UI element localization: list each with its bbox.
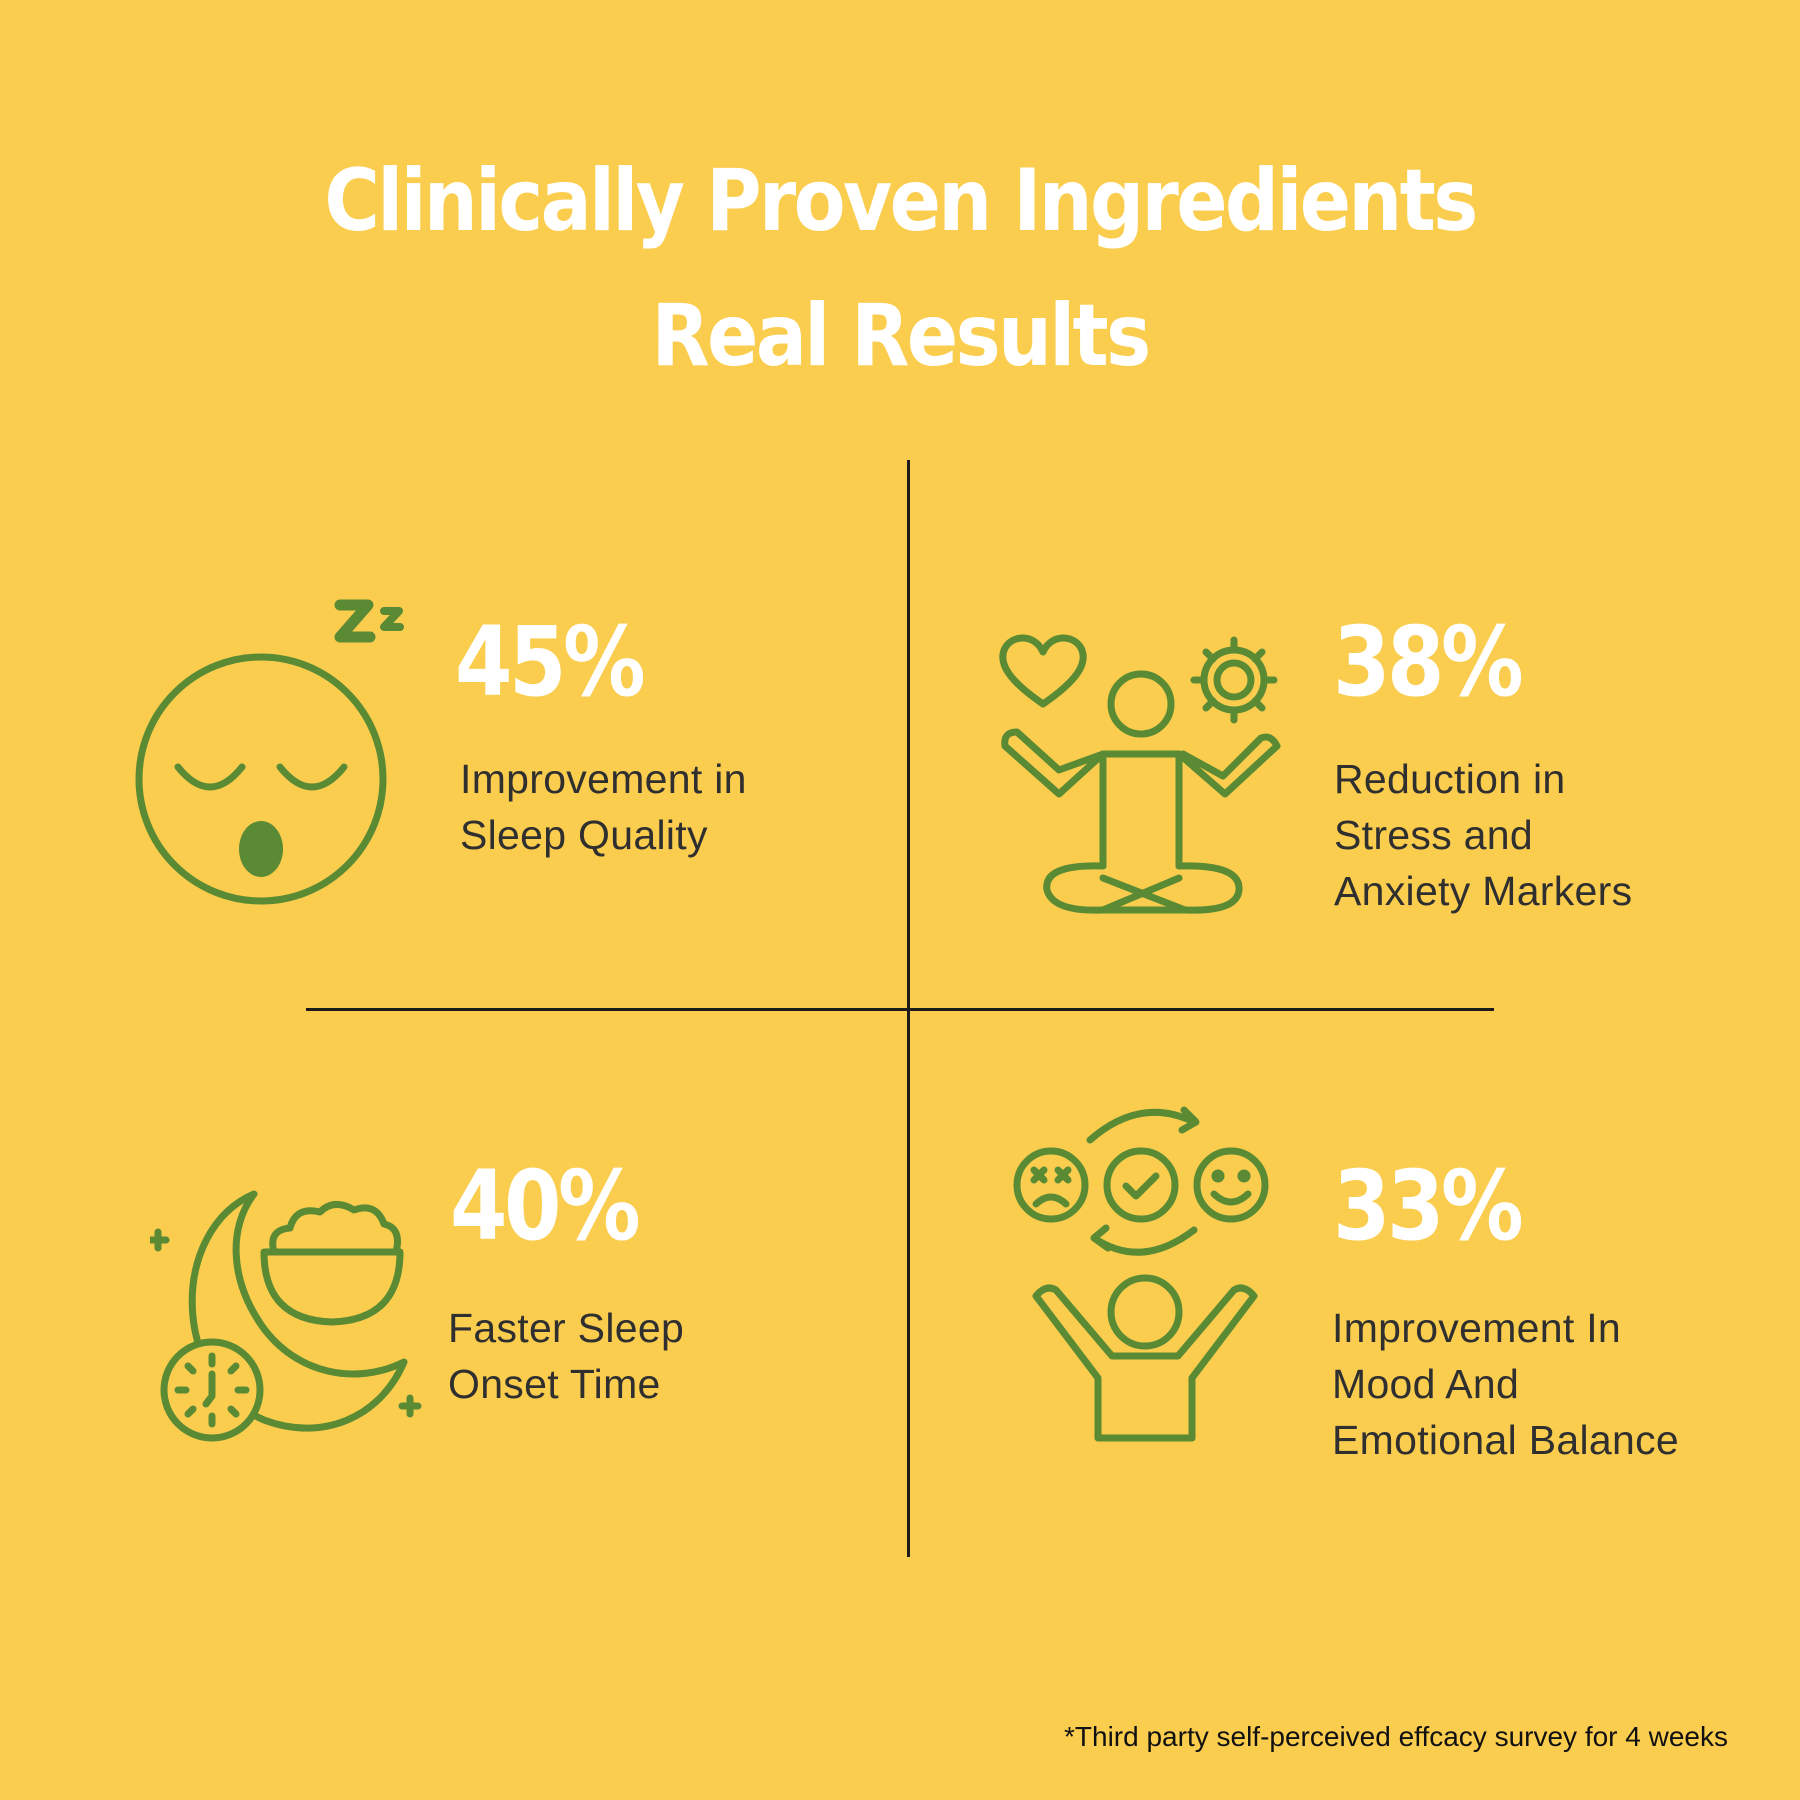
moon-bowl-clock-icon: [150, 1190, 422, 1442]
stat-value: 40%: [450, 1150, 641, 1262]
meditation-icon: [999, 634, 1281, 914]
stat-label-line: Emotional Balance: [1332, 1417, 1679, 1463]
stat-value: 38%: [1333, 606, 1524, 718]
stat-label-line: Mood And: [1332, 1361, 1520, 1407]
sleeping-face-icon: [135, 599, 404, 905]
footnote: *Third party self-perceived effcacy surv…: [1064, 1721, 1728, 1752]
stat-label: Faster Sleep Onset Time: [448, 1300, 684, 1412]
stat-label-line: Improvement in: [460, 756, 747, 802]
stat-label-line: Onset Time: [448, 1361, 661, 1407]
stat-label-line: Improvement In: [1332, 1305, 1622, 1351]
stat-value: 45%: [455, 606, 646, 718]
page-title-line-2: Real Results: [651, 286, 1152, 386]
stat-label-line: Reduction in: [1334, 756, 1566, 802]
stat-label: Improvement in Sleep Quality: [460, 751, 747, 863]
stat-label: Reduction in Stress and Anxiety Markers: [1334, 751, 1632, 919]
stat-label-line: Sleep Quality: [460, 812, 708, 858]
mood-cycle-icon: [1013, 1106, 1269, 1442]
horizontal-divider: [306, 1008, 1494, 1011]
page-title-line-1: Clinically Proven Ingredients: [324, 151, 1478, 251]
stat-label-line: Faster Sleep: [448, 1305, 685, 1351]
stat-label-line: Stress and: [1334, 812, 1533, 858]
stat-value: 33%: [1333, 1150, 1524, 1262]
stat-label: Improvement In Mood And Emotional Balanc…: [1332, 1300, 1679, 1468]
stat-label-line: Anxiety Markers: [1334, 868, 1633, 914]
